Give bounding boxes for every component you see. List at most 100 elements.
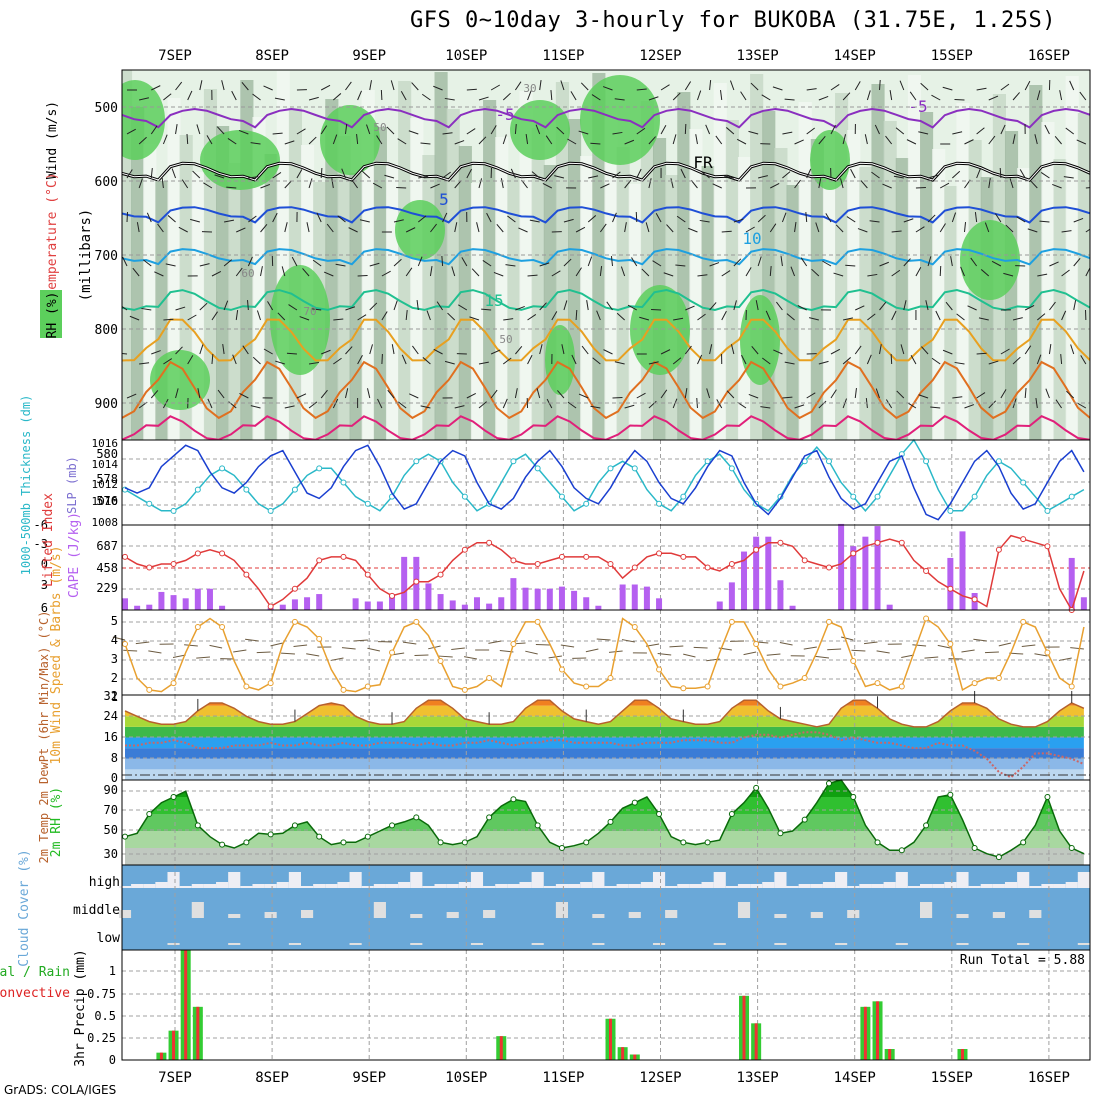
lifted-index-line-point bbox=[680, 553, 687, 560]
wind-barb bbox=[163, 358, 173, 365]
cloud-high-bar bbox=[932, 884, 945, 888]
wind-barb bbox=[514, 388, 518, 399]
lifted-index-line-point bbox=[923, 568, 930, 575]
wind-barb bbox=[790, 266, 796, 277]
thickness-line-point bbox=[607, 465, 614, 472]
lifted-index-line-point bbox=[413, 578, 420, 585]
wind-barb bbox=[1061, 310, 1067, 321]
lifted-index-line-point bbox=[728, 560, 735, 567]
wind-barb bbox=[331, 178, 334, 189]
wind-barb bbox=[393, 300, 398, 311]
wind-barb bbox=[696, 90, 702, 101]
wind-barb bbox=[332, 398, 339, 409]
wind-barb bbox=[685, 305, 695, 311]
thickness-line-point bbox=[243, 486, 250, 493]
wind-barb bbox=[1060, 353, 1063, 365]
wind-barb bbox=[896, 390, 905, 399]
cape-bar bbox=[158, 591, 165, 610]
wind10-tick: 2 bbox=[111, 671, 118, 685]
wind-barb bbox=[481, 308, 492, 311]
cape-bar bbox=[728, 582, 735, 610]
thickness-line-point bbox=[704, 458, 711, 465]
li-tick: -6 bbox=[34, 518, 48, 532]
cape-bar bbox=[947, 557, 954, 610]
rh2m-line-point bbox=[122, 833, 128, 840]
cloud-high-bar bbox=[835, 872, 848, 888]
wind-barb bbox=[890, 353, 893, 365]
wind-barb bbox=[606, 301, 613, 311]
isotherm-label: 15 bbox=[484, 291, 503, 310]
wind-barb bbox=[907, 402, 917, 409]
wind10-speed-line-point bbox=[995, 675, 1002, 681]
temp-band bbox=[125, 705, 1084, 717]
wind10-barb bbox=[657, 652, 672, 656]
wind-barb bbox=[320, 84, 331, 91]
wind10-speed-line-point bbox=[558, 666, 565, 673]
wind-barb bbox=[580, 82, 589, 91]
rh-legend-swatch bbox=[40, 290, 62, 338]
cloud-high-bar bbox=[980, 884, 993, 888]
cloud-low-bar bbox=[228, 943, 241, 945]
wind-barb bbox=[976, 392, 986, 399]
wind-barb bbox=[818, 95, 829, 101]
wind-barb bbox=[891, 230, 902, 233]
cape-bar bbox=[449, 600, 456, 610]
wind-barb bbox=[1044, 124, 1050, 135]
rh2-tick: 30 bbox=[104, 847, 118, 861]
wind-barb bbox=[660, 349, 671, 355]
wind10-speed-line-point bbox=[1020, 618, 1027, 625]
slp-ylabel: SLP (mb) bbox=[65, 456, 79, 514]
wind-barb bbox=[976, 127, 985, 135]
cloud-high-bar bbox=[313, 884, 326, 888]
cloud-high-bar bbox=[410, 872, 423, 888]
wind-barb bbox=[818, 400, 827, 409]
rh-shade-column bbox=[410, 118, 424, 440]
wind-barb bbox=[725, 127, 735, 135]
wind-barb bbox=[845, 264, 856, 267]
wind-barb bbox=[308, 361, 320, 365]
wind-barb bbox=[1024, 80, 1031, 91]
cloud-high-bar bbox=[434, 884, 447, 888]
rh2m-line-point bbox=[777, 830, 784, 837]
wind-barb bbox=[758, 175, 768, 179]
wind-barb bbox=[247, 256, 253, 267]
wind-barb bbox=[942, 349, 953, 355]
wind-barb bbox=[1076, 402, 1087, 409]
cape-bar bbox=[461, 604, 468, 610]
wind-barb bbox=[418, 175, 429, 179]
wind-barb bbox=[369, 80, 372, 91]
wind-barb bbox=[809, 317, 819, 321]
upper-legend-temperature: Temperature (°C) bbox=[45, 172, 60, 297]
wind-barb bbox=[854, 388, 857, 399]
wind-barb bbox=[454, 222, 458, 233]
wind-barb bbox=[709, 80, 712, 91]
rh2m-line-point bbox=[971, 845, 978, 851]
rh2m-line-point bbox=[704, 839, 711, 846]
wind-barb bbox=[921, 346, 929, 355]
wind-barb bbox=[430, 223, 437, 233]
cloud-high-bar bbox=[373, 884, 386, 888]
thickness-line-point bbox=[510, 458, 517, 465]
wind10-barb bbox=[245, 638, 259, 642]
rh-shade-column bbox=[1041, 122, 1055, 440]
thickness-line-point bbox=[923, 458, 930, 465]
wind-barb bbox=[356, 134, 359, 145]
cape-bar bbox=[194, 588, 201, 610]
wind-barb bbox=[794, 139, 804, 145]
wind-barb bbox=[1049, 301, 1056, 311]
wind-barb bbox=[794, 222, 797, 233]
wind-barb bbox=[931, 357, 941, 365]
rh-shade-column bbox=[373, 127, 387, 440]
wind10-barb bbox=[937, 644, 951, 649]
cloud-high-bar bbox=[203, 884, 217, 888]
cloud-high-bar bbox=[774, 872, 787, 888]
wind-barb bbox=[525, 134, 529, 145]
wind-barb bbox=[879, 261, 889, 267]
wind-barb bbox=[252, 356, 261, 365]
wind-barb bbox=[433, 85, 443, 91]
wind-barb bbox=[706, 388, 711, 399]
wind-barb bbox=[444, 97, 455, 101]
wind-barb bbox=[302, 268, 310, 277]
rh2m-line-point bbox=[583, 839, 590, 846]
wind-barb bbox=[515, 305, 525, 311]
